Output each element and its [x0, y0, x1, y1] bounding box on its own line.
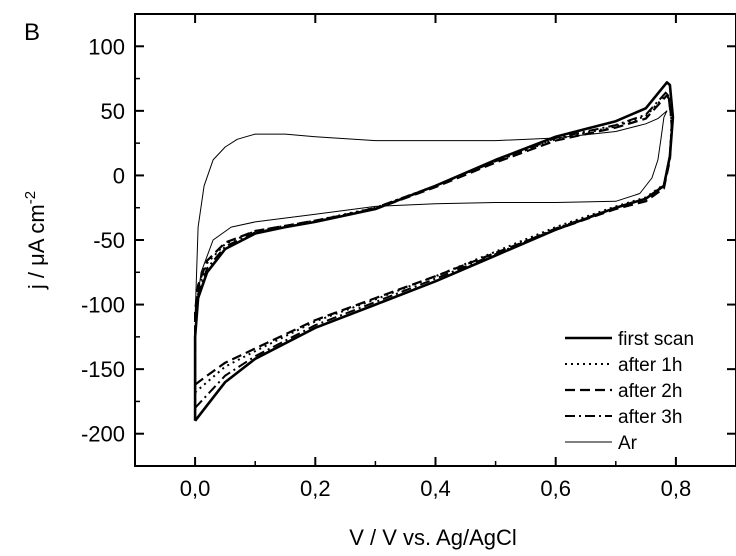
y-tick-label: -200: [81, 422, 125, 447]
legend-label: after 3h: [618, 407, 682, 428]
x-axis-ticks: 0,0 0,2 0,4 0,6 0,8: [134, 14, 736, 501]
y-tick-label: -50: [93, 228, 125, 253]
y-tick-label: 50: [101, 99, 125, 124]
legend-label: first scan: [618, 329, 694, 350]
y-axis-ticks: 100 50 0 -50 -100 -150 -200: [81, 13, 736, 467]
y-axis-title-main: j / μA cm: [24, 204, 49, 290]
series-lines: [193, 81, 675, 422]
y-tick-label: -150: [81, 357, 125, 382]
legend: first scan after 1h after 2h after 3h Ar: [565, 329, 694, 454]
legend-label: Ar: [618, 433, 638, 454]
x-tick-label: 0,8: [661, 476, 692, 501]
panel-label: B: [24, 19, 40, 46]
x-tick-label: 0,6: [540, 476, 571, 501]
series-line-after-3h: [194, 90, 673, 409]
x-tick-label: 0,0: [180, 476, 211, 501]
x-tick-label: 0,4: [420, 476, 451, 501]
y-tick-label: 0: [113, 163, 125, 188]
x-tick-label: 0,2: [300, 476, 331, 501]
series-line-ar: [194, 110, 668, 318]
legend-label: after 2h: [618, 381, 682, 402]
series-line-after-2h: [194, 94, 673, 386]
y-tick-label: -100: [81, 293, 125, 318]
plot-frame: [134, 13, 736, 467]
series-line-first-scan: [193, 81, 675, 422]
y-axis-title: j / μA cm-2: [22, 191, 49, 290]
y-tick-label: 100: [88, 34, 125, 59]
series-line-after-1h: [194, 93, 673, 394]
y-axis-title-exponent: -2: [22, 191, 39, 204]
x-axis-title: V / V vs. Ag/AgCl: [349, 525, 517, 550]
legend-label: after 1h: [618, 355, 682, 376]
